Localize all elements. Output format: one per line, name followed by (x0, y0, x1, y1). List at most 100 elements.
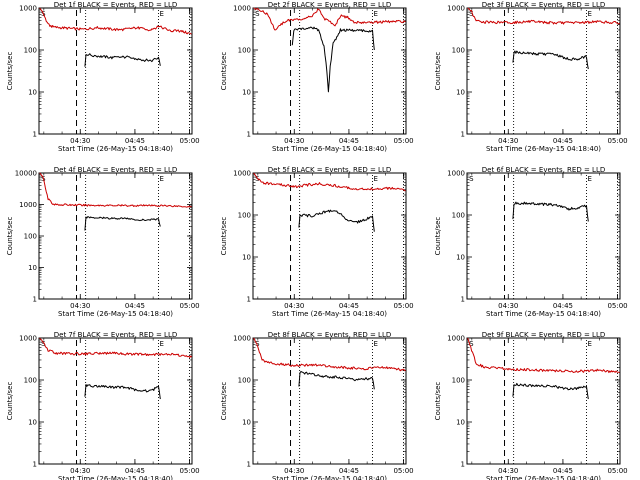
x-axis-label: Start Time (26-May-15 04:18:40) (58, 475, 173, 480)
x-tick-label: 05:00 (607, 467, 627, 475)
chart-panel-3: Det 3f BLACK = Events, RED = LLD 1 10 100 10… (434, 1, 628, 153)
y-tick-label: 1000 (19, 201, 37, 209)
chart-panel-6: Det 6f BLACK = Events, RED = LLD 1 10 100 10… (434, 166, 628, 318)
x-tick-label: 04:30 (70, 137, 90, 145)
chart-title: Det 4f BLACK = Events, RED = LLD (54, 166, 177, 174)
x-axis-label: Start Time (26-May-15 04:18:40) (486, 475, 601, 480)
marker-label-s: S (255, 10, 260, 18)
chart-title: Det 6f BLACK = Events, RED = LLD (482, 166, 605, 174)
x-tick-label: 04:30 (70, 467, 90, 475)
chart-panel-2: Det 2f BLACK = Events, RED = LLD 1 10 100 10… (220, 1, 414, 153)
y-tick-label: 1 (33, 131, 37, 139)
chart-title: Det 1f BLACK = Events, RED = LLD (54, 1, 177, 9)
y-tick-label: 100 (452, 212, 465, 220)
x-tick-label: 04:45 (125, 137, 145, 145)
marker-label-e: E (159, 340, 163, 348)
y-tick-label: 100 (238, 377, 251, 385)
x-tick-label: 05:00 (607, 137, 627, 145)
black-events-rate-line (84, 216, 161, 231)
marker-label-e: E (159, 10, 163, 18)
x-tick-label: 05:00 (393, 302, 413, 310)
x-tick-label: 05:00 (393, 137, 413, 145)
y-tick-label: 10000 (15, 170, 37, 178)
y-axis-label: Counts/sec (220, 217, 228, 256)
y-tick-label: 10 (242, 419, 251, 427)
x-tick-label: 05:00 (179, 137, 199, 145)
x-axis-label: Start Time (26-May-15 04:18:40) (272, 145, 387, 153)
chart-title: Det 3f BLACK = Events, RED = LLD (482, 1, 605, 9)
y-tick-label: 1000 (19, 5, 37, 13)
y-tick-label: 10 (242, 89, 251, 97)
x-tick-label: 05:00 (607, 302, 627, 310)
y-axis-label: Counts/sec (220, 52, 228, 91)
marker-label-e: E (373, 10, 377, 18)
y-tick-label: 1 (247, 296, 251, 304)
chart-title: Det 5f BLACK = Events, RED = LLD (268, 166, 391, 174)
x-tick-label: 05:00 (393, 467, 413, 475)
y-axis-label: Counts/sec (6, 52, 14, 91)
x-tick-label: 04:45 (125, 467, 145, 475)
y-tick-label: 1 (247, 461, 251, 469)
marker-label-e: E (373, 340, 377, 348)
y-axis-label: Counts/sec (220, 382, 228, 421)
x-tick-label: 04:45 (125, 302, 145, 310)
marker-label-e: E (587, 175, 591, 183)
y-tick-label: 10 (456, 254, 465, 262)
x-axis-label: Start Time (26-May-15 04:18:40) (272, 310, 387, 318)
red-lld-rate-line (253, 337, 406, 372)
chart-panel-4: Det 4f BLACK = Events, RED = LLD 1 10 100 10… (6, 166, 200, 318)
red-lld-rate-line (253, 7, 406, 31)
y-tick-label: 10 (28, 419, 37, 427)
marker-label-e: E (159, 175, 163, 183)
x-tick-label: 05:00 (179, 467, 199, 475)
y-axis-label: Counts/sec (6, 382, 14, 421)
x-tick-label: 04:30 (498, 302, 518, 310)
black-events-rate-line (298, 371, 375, 390)
black-events-rate-line (84, 384, 161, 400)
black-events-rate-line (512, 201, 589, 222)
y-tick-label: 1000 (447, 5, 465, 13)
marker-label-s: S (469, 340, 474, 348)
plot-frame (466, 337, 621, 465)
y-tick-label: 1 (33, 461, 37, 469)
chart-title: Det 7f BLACK = Events, RED = LLD (54, 331, 177, 339)
x-tick-label: 04:30 (284, 137, 304, 145)
y-tick-label: 1000 (19, 335, 37, 343)
chart-panel-5: Det 5f BLACK = Events, RED = LLD 1 10 100 10… (220, 166, 414, 318)
marker-label-e: E (373, 175, 377, 183)
plot-frame (252, 337, 407, 465)
y-tick-label: 1000 (233, 5, 251, 13)
black-events-rate-line (291, 26, 375, 93)
x-axis-label: Start Time (26-May-15 04:18:40) (486, 310, 601, 318)
black-events-rate-line (298, 209, 375, 232)
x-tick-label: 04:30 (498, 467, 518, 475)
y-axis-label: Counts/sec (434, 217, 442, 256)
x-tick-label: 04:45 (339, 302, 359, 310)
x-axis-label: Start Time (26-May-15 04:18:40) (58, 310, 173, 318)
y-tick-label: 10 (242, 254, 251, 262)
y-tick-label: 10 (456, 89, 465, 97)
black-events-rate-line (512, 382, 589, 400)
y-tick-label: 100 (238, 47, 251, 55)
x-axis-label: Start Time (26-May-15 04:18:40) (486, 145, 601, 153)
plot-frame (38, 172, 193, 300)
y-tick-label: 1 (33, 296, 37, 304)
plot-frame (466, 7, 621, 135)
marker-label-e: E (587, 10, 591, 18)
y-tick-label: 1000 (233, 170, 251, 178)
x-tick-label: 05:00 (179, 302, 199, 310)
x-tick-label: 04:45 (553, 467, 573, 475)
red-lld-rate-line (39, 7, 192, 35)
y-tick-label: 1000 (447, 170, 465, 178)
x-tick-label: 04:45 (553, 137, 573, 145)
chart-panel-1: Det 1f BLACK = Events, RED = LLD 1 10 100 10… (6, 1, 200, 153)
chart-title: Det 9f BLACK = Events, RED = LLD (482, 331, 605, 339)
y-tick-label: 1 (461, 461, 465, 469)
marker-label-e: E (587, 340, 591, 348)
y-tick-label: 10 (28, 89, 37, 97)
y-axis-label: Counts/sec (6, 217, 14, 256)
red-lld-rate-line (39, 172, 192, 208)
x-axis-label: Start Time (26-May-15 04:18:40) (272, 475, 387, 480)
chart-panel-8: Det 8f BLACK = Events, RED = LLD 1 10 100 10… (220, 331, 414, 480)
